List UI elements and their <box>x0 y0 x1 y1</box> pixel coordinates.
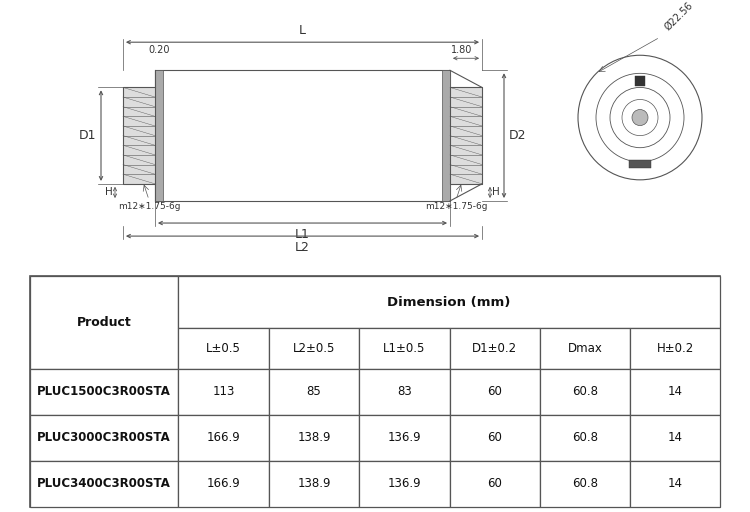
Bar <box>635 76 645 87</box>
Text: 138.9: 138.9 <box>297 477 331 490</box>
Text: 60: 60 <box>488 431 502 444</box>
Bar <box>359 415 449 461</box>
Text: 166.9: 166.9 <box>207 431 241 444</box>
Text: L2±0.5: L2±0.5 <box>292 342 335 355</box>
Text: PLUC1500C3R00STA: PLUC1500C3R00STA <box>38 385 171 398</box>
Bar <box>630 328 720 369</box>
Text: 0.20: 0.20 <box>148 45 170 55</box>
Text: 136.9: 136.9 <box>388 431 422 444</box>
Bar <box>155 70 163 201</box>
Bar <box>540 461 630 507</box>
Bar <box>178 276 720 328</box>
Circle shape <box>632 110 648 125</box>
Text: PLUC3400C3R00STA: PLUC3400C3R00STA <box>38 477 171 490</box>
Bar <box>30 276 178 369</box>
Text: 14: 14 <box>668 431 682 444</box>
Bar <box>268 328 359 369</box>
Bar <box>630 415 720 461</box>
Text: Ø22.56: Ø22.56 <box>663 0 695 32</box>
Bar <box>268 461 359 507</box>
Text: 60.8: 60.8 <box>572 477 598 490</box>
Text: m12∗1.75-6g: m12∗1.75-6g <box>424 202 488 211</box>
Text: PLUC3000C3R00STA: PLUC3000C3R00STA <box>38 431 171 444</box>
Bar <box>630 461 720 507</box>
Bar <box>449 461 540 507</box>
Text: Product: Product <box>76 316 131 329</box>
Text: L: L <box>299 24 306 37</box>
Bar <box>178 415 268 461</box>
Bar <box>155 70 450 201</box>
Bar <box>30 461 178 507</box>
Bar <box>359 369 449 415</box>
Bar <box>178 461 268 507</box>
Bar <box>450 88 482 184</box>
Text: 138.9: 138.9 <box>297 431 331 444</box>
Text: 60.8: 60.8 <box>572 431 598 444</box>
Text: 136.9: 136.9 <box>388 477 422 490</box>
Text: 14: 14 <box>668 385 682 398</box>
Bar <box>449 415 540 461</box>
Text: H: H <box>105 187 113 198</box>
Text: Dmax: Dmax <box>568 342 602 355</box>
Text: H: H <box>492 187 500 198</box>
Bar <box>268 369 359 415</box>
Text: m12∗1.75-6g: m12∗1.75-6g <box>118 202 180 211</box>
Text: 60.8: 60.8 <box>572 385 598 398</box>
Bar <box>359 461 449 507</box>
Text: 166.9: 166.9 <box>207 477 241 490</box>
Text: 83: 83 <box>397 385 412 398</box>
Bar <box>449 369 540 415</box>
Text: L±0.5: L±0.5 <box>206 342 241 355</box>
Bar <box>268 415 359 461</box>
Bar <box>630 369 720 415</box>
Bar <box>178 328 268 369</box>
Text: 85: 85 <box>307 385 321 398</box>
Bar <box>449 328 540 369</box>
Text: 60: 60 <box>488 385 502 398</box>
Text: L1: L1 <box>295 228 310 241</box>
Text: L1±0.5: L1±0.5 <box>383 342 425 355</box>
Text: 113: 113 <box>212 385 235 398</box>
Text: 14: 14 <box>668 477 682 490</box>
Text: L2: L2 <box>295 241 310 254</box>
Bar <box>629 160 651 168</box>
Bar <box>30 415 178 461</box>
Bar <box>540 415 630 461</box>
Text: Dimension (mm): Dimension (mm) <box>388 296 511 309</box>
Bar <box>540 328 630 369</box>
Bar <box>123 88 155 184</box>
Bar <box>359 328 449 369</box>
Text: 60: 60 <box>488 477 502 490</box>
Text: D1±0.2: D1±0.2 <box>472 342 518 355</box>
Text: D2: D2 <box>509 129 526 142</box>
Text: 1.80: 1.80 <box>452 45 472 55</box>
Text: H±0.2: H±0.2 <box>656 342 694 355</box>
Bar <box>540 369 630 415</box>
Text: D1: D1 <box>79 129 96 142</box>
Bar <box>178 369 268 415</box>
Bar <box>30 369 178 415</box>
Bar <box>442 70 450 201</box>
